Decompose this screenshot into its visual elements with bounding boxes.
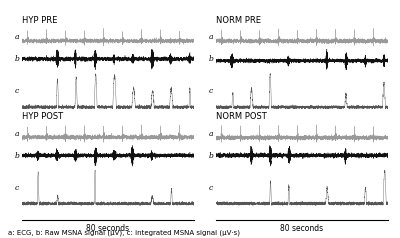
Text: HYP PRE: HYP PRE xyxy=(22,16,57,25)
Text: 80 seconds: 80 seconds xyxy=(86,224,130,233)
Text: c: c xyxy=(209,184,214,192)
Text: c: c xyxy=(15,184,20,192)
Text: b: b xyxy=(14,152,20,160)
Text: a: a xyxy=(15,33,20,41)
Text: c: c xyxy=(209,87,214,95)
Text: b: b xyxy=(14,55,20,63)
Text: NORM PRE: NORM PRE xyxy=(216,16,261,25)
Text: c: c xyxy=(15,87,20,95)
Text: NORM POST: NORM POST xyxy=(216,112,267,121)
Text: b: b xyxy=(208,152,214,160)
Text: a: a xyxy=(209,130,214,138)
Text: a: a xyxy=(209,33,214,41)
Text: a: ECG, b: Raw MSNA signal (μV), c: integrated MSNA signal (μV·s): a: ECG, b: Raw MSNA signal (μV), c: inte… xyxy=(8,229,240,236)
Text: 80 seconds: 80 seconds xyxy=(280,224,324,233)
Text: HYP POST: HYP POST xyxy=(22,112,63,121)
Text: b: b xyxy=(208,55,214,63)
Text: a: a xyxy=(15,130,20,138)
